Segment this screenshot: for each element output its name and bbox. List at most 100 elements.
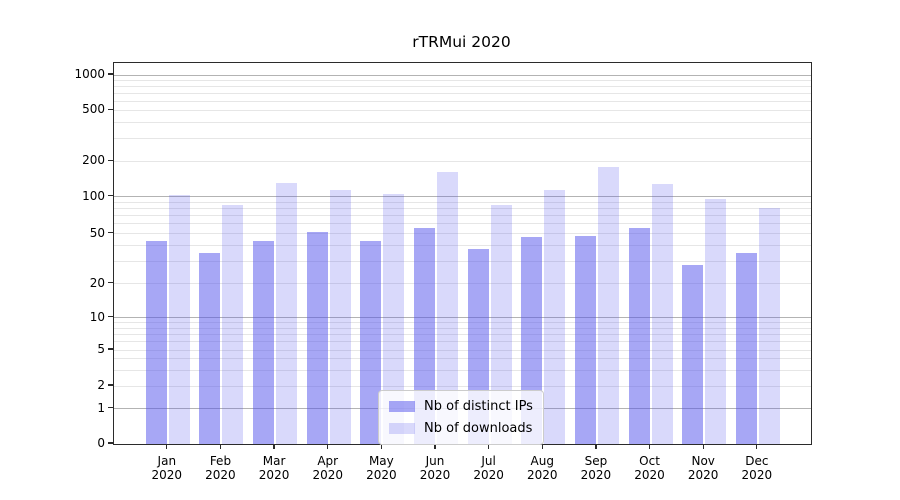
x-tick-label: Jan 2020: [151, 454, 183, 482]
bar-distinct-ips: [360, 240, 382, 444]
y-tick-mark: [108, 231, 113, 234]
x-tick-label: Feb 2020: [205, 454, 236, 482]
gridline-minor: [114, 100, 811, 102]
x-tick-mark: [273, 444, 275, 449]
gridline-minor: [114, 358, 811, 360]
y-tick-label: 200: [82, 153, 105, 168]
x-tick-mark: [166, 444, 168, 449]
bar-distinct-ips: [628, 228, 650, 444]
gridline-minor: [114, 233, 811, 234]
gridline-major: [114, 196, 811, 197]
bar-downloads: [651, 184, 673, 444]
y-tick-mark: [108, 442, 113, 444]
gridline-minor: [114, 385, 811, 387]
bar-distinct-ips: [735, 253, 757, 444]
x-tick-label: Aug 2020: [526, 454, 558, 482]
x-tick-label: Apr 2020: [312, 454, 343, 482]
x-tick-label: Jul 2020: [473, 454, 504, 482]
bar-distinct-ips: [199, 253, 221, 444]
gridline-minor: [114, 215, 811, 217]
gridline-minor: [114, 333, 811, 335]
y-tick-mark: [108, 348, 113, 350]
gridline-minor: [114, 160, 811, 162]
x-tick-mark: [327, 444, 329, 449]
bar-distinct-ips: [253, 240, 275, 444]
y-tick-label: 2: [97, 378, 105, 392]
bar-downloads: [544, 190, 566, 444]
gridline-minor: [114, 349, 811, 351]
y-tick-mark: [108, 108, 113, 110]
x-tick-mark: [595, 444, 597, 449]
gridline-minor: [114, 341, 811, 342]
gridline-major: [114, 317, 811, 319]
bar-downloads: [597, 166, 619, 444]
y-tick-label: 1000: [74, 67, 105, 81]
gridline-major: [114, 74, 811, 76]
y-tick-mark: [108, 407, 113, 409]
bar-downloads: [276, 183, 298, 444]
x-tick-mark: [219, 444, 222, 449]
y-tick-mark: [108, 316, 113, 318]
x-tick-label: Sep 2020: [580, 454, 612, 482]
gridline-minor: [114, 260, 811, 262]
y-tick-label: 50: [89, 225, 105, 240]
gridline-minor: [114, 283, 811, 285]
gridline-minor: [114, 369, 811, 371]
bar-downloads: [490, 205, 512, 444]
x-tick-label: Jun 2020: [419, 454, 451, 482]
legend-item-distinct-ips: Nb of distinct IPs: [389, 399, 533, 414]
bar-downloads: [329, 190, 351, 444]
bar-downloads: [437, 172, 458, 444]
bar-distinct-ips: [574, 235, 596, 444]
bar-distinct-ips: [682, 265, 704, 444]
y-tick-label: 1: [97, 400, 105, 415]
gridline-minor: [114, 207, 811, 209]
y-tick-label: 100: [82, 188, 105, 203]
bar-downloads: [383, 193, 405, 444]
bar-downloads: [168, 195, 190, 444]
x-tick-label: Dec 2020: [741, 454, 773, 482]
y-tick-label: 5: [97, 342, 105, 356]
legend-swatch-downloads-icon: [389, 423, 415, 434]
x-tick-label: Nov 2020: [687, 454, 719, 482]
gridline-minor: [114, 223, 811, 225]
legend-item-downloads: Nb of downloads: [389, 421, 533, 436]
bar-downloads: [705, 199, 727, 444]
x-tick-mark: [380, 444, 382, 449]
y-tick-mark: [108, 73, 113, 75]
gridline-minor: [114, 327, 811, 329]
y-tick-label: 10: [89, 309, 105, 324]
y-tick-mark: [108, 159, 113, 161]
legend-label-downloads: Nb of downloads: [424, 421, 533, 436]
x-tick-label: Mar 2020: [258, 454, 290, 482]
plot-area: [113, 62, 812, 445]
gridline-minor: [114, 322, 811, 324]
x-tick-mark: [434, 444, 436, 449]
gridline-minor: [114, 245, 811, 247]
y-tick-label: 0: [97, 436, 105, 450]
y-tick-mark: [108, 384, 113, 386]
gridline-minor: [114, 122, 811, 124]
bar-distinct-ips: [306, 232, 328, 444]
legend-swatch-distinct-ips-icon: [389, 401, 415, 412]
gridline-minor: [114, 79, 811, 81]
y-tick-label: 20: [89, 275, 105, 290]
bar-downloads: [222, 204, 244, 444]
bar-distinct-ips: [145, 240, 167, 444]
x-tick-mark: [488, 444, 490, 449]
x-tick-mark: [541, 444, 543, 449]
x-tick-mark: [702, 444, 704, 449]
legend-label-distinct-ips: Nb of distinct IPs: [424, 399, 533, 414]
x-tick-label: Oct 2020: [634, 454, 665, 482]
gridline-minor: [114, 85, 811, 87]
y-tick-mark: [108, 282, 113, 284]
gridline-minor: [114, 138, 811, 140]
gridline-minor: [114, 92, 811, 94]
legend: Nb of distinct IPs Nb of downloads: [378, 390, 544, 445]
y-tick-label: 500: [82, 102, 105, 117]
x-tick-label: May 2020: [366, 454, 397, 482]
gridline-minor: [114, 109, 811, 111]
gridline-minor: [114, 201, 811, 203]
chart-title: rTRMui 2020: [412, 33, 511, 51]
